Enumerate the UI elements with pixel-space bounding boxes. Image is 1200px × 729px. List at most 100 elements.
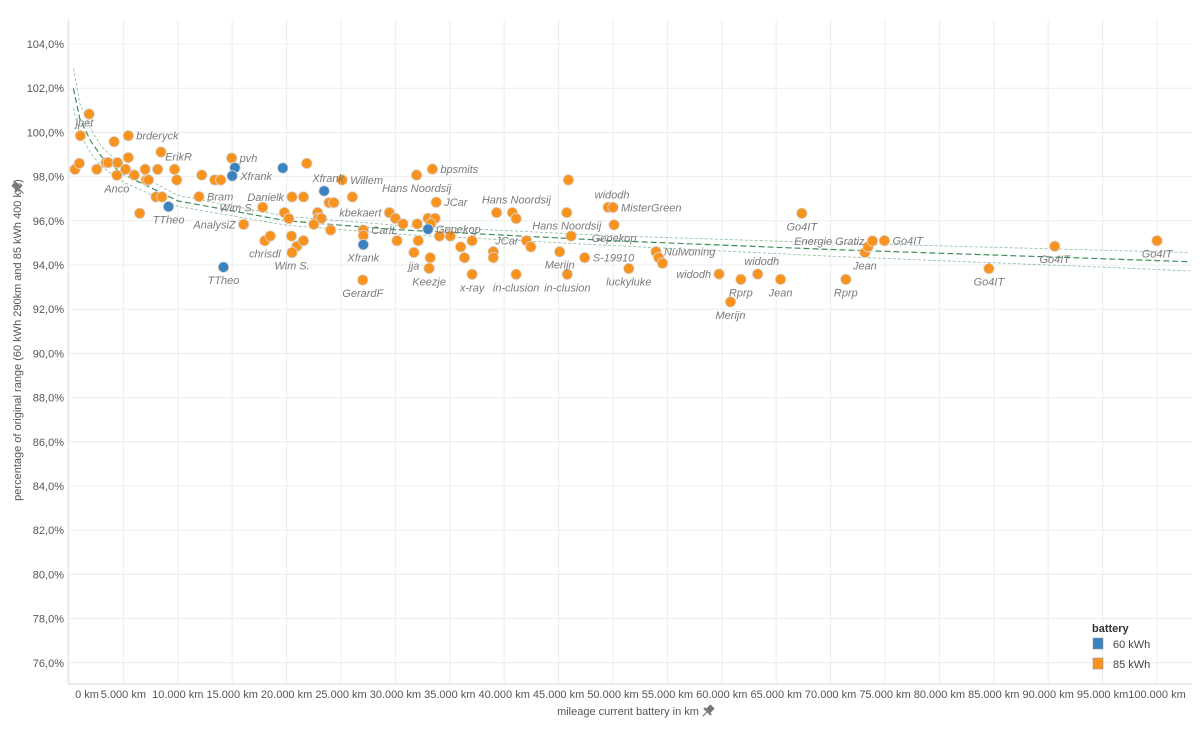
data-point[interactable] [285,230,298,242]
data-point[interactable] [510,212,522,225]
data-point[interactable] [297,234,310,247]
data-point[interactable] [561,268,574,280]
data-point[interactable] [318,185,330,197]
data-point[interactable] [286,191,298,203]
legend-item-60kwh[interactable]: 60 kWh [1092,637,1150,651]
data-point[interactable] [193,191,205,203]
data-point[interactable] [91,163,103,176]
data-point[interactable] [466,234,478,247]
data-point[interactable] [225,152,238,164]
data-point[interactable] [346,191,359,203]
data-point[interactable] [866,235,879,247]
data-point[interactable] [256,201,269,214]
y-tick-label: 80,0% [33,569,64,581]
data-point[interactable] [134,207,146,219]
data-point[interactable] [162,200,175,213]
data-point[interactable] [623,262,635,275]
data-point[interactable] [168,163,181,176]
data-point[interactable] [301,157,313,170]
data-point[interactable] [357,238,370,251]
data-point[interactable] [774,273,787,286]
data-point[interactable] [796,207,808,219]
data-point[interactable] [156,191,168,203]
data-point[interactable] [878,234,891,247]
data-point[interactable] [424,252,436,264]
data-point[interactable] [579,252,591,264]
data-point[interactable] [656,257,669,269]
data-point[interactable] [553,246,566,258]
data-point[interactable] [411,218,423,230]
data-point[interactable] [297,191,310,203]
data-point[interactable] [735,273,747,286]
data-point[interactable] [108,135,120,148]
data-point[interactable] [155,146,167,158]
data-point[interactable] [283,212,295,225]
data-point[interactable] [286,246,298,259]
data-point[interactable] [73,157,86,170]
data-point[interactable] [561,206,573,219]
data-point[interactable] [196,169,208,181]
data-point[interactable] [840,273,852,286]
pin-icon[interactable] [699,703,716,720]
data-point[interactable] [510,268,522,280]
data-point[interactable] [983,262,995,275]
data-point[interactable] [724,296,737,308]
data-point[interactable] [454,241,467,253]
point-label: Go4IT [1039,254,1071,266]
data-point[interactable] [324,224,337,236]
data-point[interactable] [562,174,575,186]
data-point[interactable] [357,274,369,286]
data-point[interactable] [466,268,478,280]
data-point[interactable] [430,196,442,208]
data-point[interactable] [264,230,276,242]
data-point[interactable] [315,212,328,225]
data-point[interactable] [423,262,435,275]
data-point[interactable] [328,196,340,209]
data-point[interactable] [139,163,151,176]
data-point[interactable] [607,201,619,214]
data-point[interactable] [308,218,320,231]
legend-item-85kwh[interactable]: 85 kWh [1092,657,1150,671]
data-point[interactable] [122,130,134,142]
data-point[interactable] [752,268,764,280]
data-point[interactable] [217,261,230,273]
data-point[interactable] [426,163,439,175]
point-label: CarlL [371,225,397,237]
data-point[interactable] [151,163,164,176]
data-point[interactable] [412,234,424,247]
data-point[interactable] [713,268,725,280]
x-tick-label: 50.000 km [587,689,638,701]
data-point[interactable] [142,174,155,186]
data-point[interactable] [487,252,500,264]
data-point[interactable] [391,234,403,247]
data-point[interactable] [119,163,132,176]
data-point[interactable] [565,230,577,242]
data-point[interactable] [458,252,471,264]
data-point[interactable] [608,219,620,231]
data-point[interactable] [237,218,250,231]
x-tick-label: 35.000 km [424,689,475,701]
data-point[interactable] [410,169,423,181]
data-point[interactable] [83,108,95,120]
data-point[interactable] [422,223,434,235]
data-point[interactable] [525,241,537,253]
point-label: S-19910 [593,253,635,265]
data-point[interactable] [1049,240,1061,252]
data-point[interactable] [111,169,123,181]
point-label: Wim S. [274,261,309,273]
data-point[interactable] [215,174,227,186]
data-point[interactable] [444,230,457,242]
data-point[interactable] [490,206,503,219]
data-point[interactable] [397,218,409,230]
data-point[interactable] [122,151,134,164]
data-point[interactable] [111,156,124,169]
data-point[interactable] [74,130,87,142]
data-point[interactable] [1151,234,1163,247]
data-point[interactable] [336,174,348,186]
data-point[interactable] [277,162,289,174]
data-point[interactable] [226,170,238,182]
data-point[interactable] [389,212,402,225]
data-point[interactable] [171,174,183,186]
data-point[interactable] [408,246,420,259]
data-point[interactable] [128,169,140,181]
